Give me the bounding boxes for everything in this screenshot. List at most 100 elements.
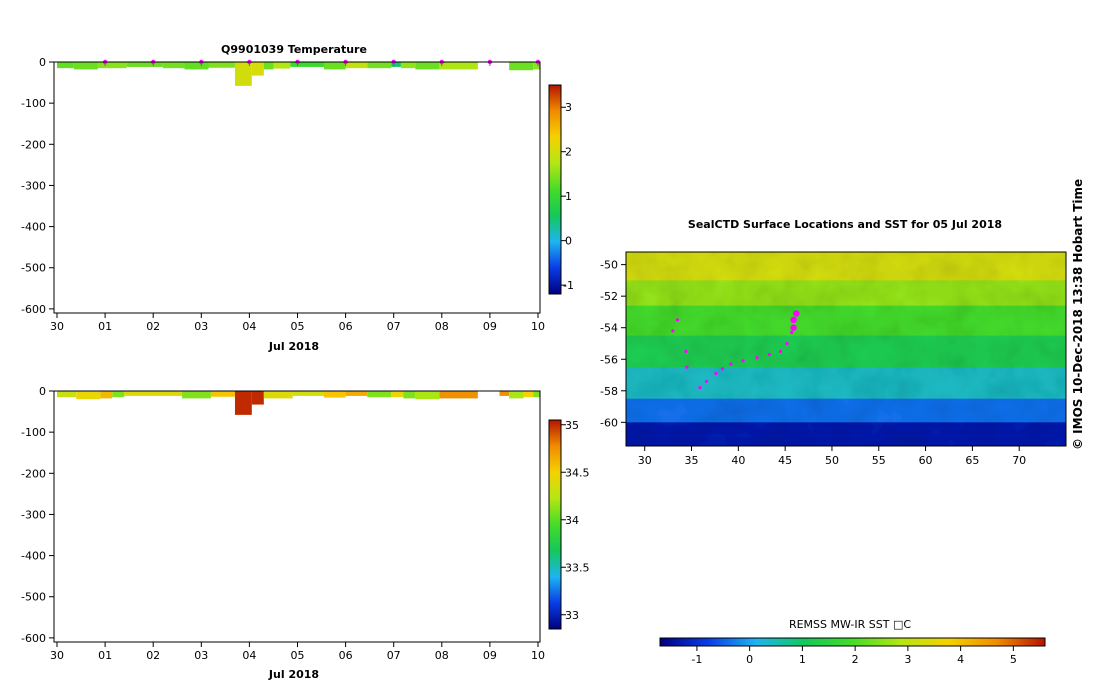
cbar-tick-label-1: 2 — [565, 146, 572, 159]
x-tick-label-5: 05 — [291, 649, 305, 662]
profile-bar-8 — [251, 391, 264, 405]
y-tick-label-4: -400 — [21, 221, 46, 234]
sst-cbar-tick-label-1: 0 — [746, 653, 753, 666]
track-position-14 — [685, 365, 689, 369]
map-axes-frame — [625, 251, 1067, 447]
sst-band-4 — [626, 367, 1066, 400]
longitude-axis: 30 35 40 45 50 55 60 65 70 — [638, 446, 1026, 467]
sst-band-2 — [626, 305, 1066, 337]
cbar-tick-label-4: 33 — [565, 609, 579, 622]
profile-bar-0 — [57, 391, 77, 398]
x-tick-label-2: 02 — [146, 320, 160, 333]
sst-cbar-tick-label-0: -1 — [691, 653, 702, 666]
track-position-16 — [671, 329, 675, 333]
x-tick-label-3: 03 — [194, 649, 208, 662]
lon-tick-label-8: 70 — [1012, 454, 1026, 467]
sst-cbar-tick-label-4: 3 — [904, 653, 911, 666]
sst-cbar-tick-label-6: 5 — [1010, 653, 1017, 666]
x-tick-label-8: 08 — [435, 649, 449, 662]
lon-tick-label-0: 30 — [638, 454, 652, 467]
track-position-10 — [720, 367, 725, 371]
copyright-credit: © IMOS 10-Dec-2018 13:38 Hobart Time — [1071, 179, 1085, 450]
y-tick-label-6: -600 — [21, 303, 46, 316]
latitude-axis: -50 -52 -54 -56 -58 -60 — [600, 259, 626, 429]
temperature-xlabel: Jul 2018 — [268, 340, 319, 353]
lon-tick-label-4: 50 — [825, 454, 839, 467]
cbar-tick-label-2: 1 — [565, 190, 572, 203]
x-tick-label-9: 09 — [483, 320, 497, 333]
x-tick-label-6: 06 — [339, 649, 353, 662]
profile-bar-19 — [509, 391, 524, 399]
profile-bar-18 — [499, 391, 510, 396]
cbar-tick-label-4: -1 — [563, 279, 574, 292]
cbar-tick-label-3: 0 — [565, 235, 572, 248]
profile-bar-17 — [439, 391, 478, 399]
x-tick-label-4: 04 — [242, 649, 256, 662]
profile-bar-6 — [210, 391, 235, 397]
salinity-y-axis: 0 -100 -200 -300 -400 -500 -600 — [21, 385, 54, 645]
sst-cbar-tick-label-2: 1 — [799, 653, 806, 666]
profile-bar-9 — [263, 391, 293, 399]
track-position-6 — [767, 352, 771, 357]
y-tick-label-5: -500 — [21, 591, 46, 604]
profile-bar-8 — [251, 62, 264, 76]
track-position-12 — [704, 379, 709, 383]
salinity-profiles — [57, 391, 541, 415]
track-position-15 — [684, 349, 688, 353]
lat-tick-label-5: -60 — [600, 416, 618, 429]
lat-tick-label-1: -52 — [600, 290, 618, 303]
track-position-9 — [729, 362, 733, 366]
track-position-4 — [785, 341, 789, 346]
seal-track — [671, 310, 800, 390]
y-tick-label-1: -100 — [21, 97, 46, 110]
salinity-colorbar — [548, 419, 562, 630]
profile-bar-1 — [73, 62, 98, 70]
profile-bar-4 — [124, 391, 183, 396]
x-tick-label-4: 04 — [242, 320, 256, 333]
y-tick-label-0: 0 — [39, 56, 46, 69]
temperature-profiles — [57, 62, 541, 86]
profile-bar-14 — [391, 391, 404, 398]
lon-tick-label-6: 60 — [919, 454, 933, 467]
y-tick-label-0: 0 — [39, 385, 46, 398]
y-tick-label-6: -600 — [21, 632, 46, 645]
profile-bar-10 — [273, 62, 291, 69]
profile-bar-16 — [400, 62, 416, 69]
profile-bar-15 — [403, 391, 416, 399]
profile-bar-7 — [234, 391, 252, 415]
sst-colorbar — [659, 637, 1046, 647]
profile-bar-11 — [323, 391, 346, 398]
y-tick-label-2: -200 — [21, 138, 46, 151]
profile-bar-14 — [367, 62, 392, 69]
track-position-8 — [741, 359, 745, 363]
x-tick-label-10: 10 — [531, 649, 545, 662]
profile-bar-6 — [208, 62, 235, 68]
sst-band-0 — [626, 252, 1066, 282]
salinity-panel: 0 -100 -200 -300 -400 -500 -600 30 01 02 03 04 05 06… — [21, 385, 589, 681]
sst-colorbar-ticks: -1 0 1 2 3 4 5 — [691, 646, 1017, 666]
temperature-title: Q9901039 Temperature — [221, 43, 367, 56]
lon-tick-label-3: 45 — [778, 454, 792, 467]
lat-tick-label-0: -50 — [600, 259, 618, 272]
cbar-tick-label-0: 3 — [565, 101, 572, 114]
cbar-tick-label-1: 34.5 — [565, 466, 590, 479]
profile-bar-16 — [415, 391, 440, 400]
sst-map-panel: SealCTD Surface Locations and SST for 05… — [600, 218, 1067, 666]
profile-bar-5 — [184, 62, 209, 70]
profile-bar-0 — [57, 62, 74, 69]
profile-bar-3 — [112, 391, 125, 398]
y-tick-label-3: -300 — [21, 179, 46, 192]
sst-band-1 — [626, 280, 1066, 307]
profile-bar-21 — [533, 391, 541, 398]
profile-bar-2 — [97, 62, 127, 69]
sst-cbar-tick-label-5: 4 — [957, 653, 964, 666]
profile-bar-13 — [345, 62, 368, 69]
lon-tick-label-1: 35 — [685, 454, 699, 467]
profile-bar-17 — [415, 62, 440, 70]
profile-bar-5 — [182, 391, 211, 399]
x-tick-label-9: 09 — [483, 649, 497, 662]
profile-bar-2 — [100, 391, 113, 399]
y-tick-label-5: -500 — [21, 262, 46, 275]
temperature-colorbar-ticks: 3 2 1 0 -1 — [561, 101, 574, 292]
